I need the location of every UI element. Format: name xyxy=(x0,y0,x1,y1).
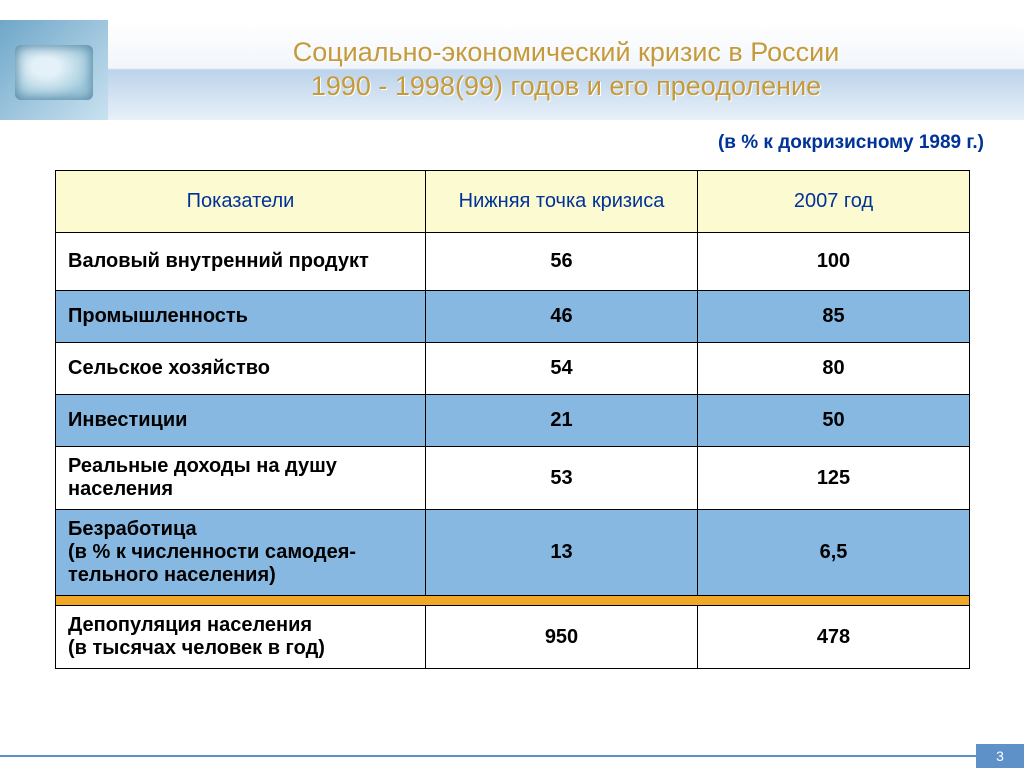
slide-title: Социально-экономический кризис в России … xyxy=(293,36,840,104)
indicator-cell: Сельское хозяйство xyxy=(56,343,426,395)
header: Социально-экономический кризис в России … xyxy=(0,20,1024,120)
subtitle: (в % к докризисному 1989 г.) xyxy=(718,132,984,154)
col-header-lowpoint: Нижняя точка кризиса xyxy=(426,171,698,233)
low-cell: 54 xyxy=(426,343,698,395)
thumbnail-image xyxy=(0,20,108,120)
table-body: Валовый внутренний продукт 56 100 Промыш… xyxy=(56,233,970,669)
title-line-1: Социально-экономический кризис в России xyxy=(293,37,840,67)
indicator-cell: Промышленность xyxy=(56,291,426,343)
table-header-row: Показатели Нижняя точка кризиса 2007 год xyxy=(56,171,970,233)
indicator-cell: Валовый внутренний продукт xyxy=(56,233,426,291)
y2007-cell: 80 xyxy=(698,343,970,395)
low-cell: 56 xyxy=(426,233,698,291)
data-table: Показатели Нижняя точка кризиса 2007 год… xyxy=(55,170,970,669)
y2007-cell: 100 xyxy=(698,233,970,291)
footer: 3 xyxy=(0,744,1024,768)
col-header-2007: 2007 год xyxy=(698,171,970,233)
low-cell: 53 xyxy=(426,447,698,510)
y2007-cell: 6,5 xyxy=(698,510,970,596)
indicator-cell: Безработица(в % к численности самодея-те… xyxy=(56,510,426,596)
table-row: Депопуляция населения(в тысячах человек … xyxy=(56,606,970,669)
indicator-cell: Инвестиции xyxy=(56,395,426,447)
y2007-cell: 85 xyxy=(698,291,970,343)
low-cell: 950 xyxy=(426,606,698,669)
title-area: Социально-экономический кризис в России … xyxy=(108,20,1024,120)
y2007-cell: 50 xyxy=(698,395,970,447)
col-header-indicators: Показатели xyxy=(56,171,426,233)
low-cell: 13 xyxy=(426,510,698,596)
table-row: Безработица(в % к численности самодея-те… xyxy=(56,510,970,596)
table-row: Инвестиции 21 50 xyxy=(56,395,970,447)
table-row: Сельское хозяйство 54 80 xyxy=(56,343,970,395)
indicator-cell: Реальные доходы на душу населения xyxy=(56,447,426,510)
table-row: Валовый внутренний продукт 56 100 xyxy=(56,233,970,291)
footer-line xyxy=(0,755,976,757)
title-line-2: 1990 - 1998(99) годов и его преодоление xyxy=(311,71,821,101)
low-cell: 46 xyxy=(426,291,698,343)
indicator-cell: Депопуляция населения(в тысячах человек … xyxy=(56,606,426,669)
divider-row xyxy=(56,596,970,606)
slide: Социально-экономический кризис в России … xyxy=(0,0,1024,768)
table-row: Промышленность 46 85 xyxy=(56,291,970,343)
y2007-cell: 478 xyxy=(698,606,970,669)
low-cell: 21 xyxy=(426,395,698,447)
page-number: 3 xyxy=(976,744,1024,768)
y2007-cell: 125 xyxy=(698,447,970,510)
table-row: Реальные доходы на душу населения 53 125 xyxy=(56,447,970,510)
